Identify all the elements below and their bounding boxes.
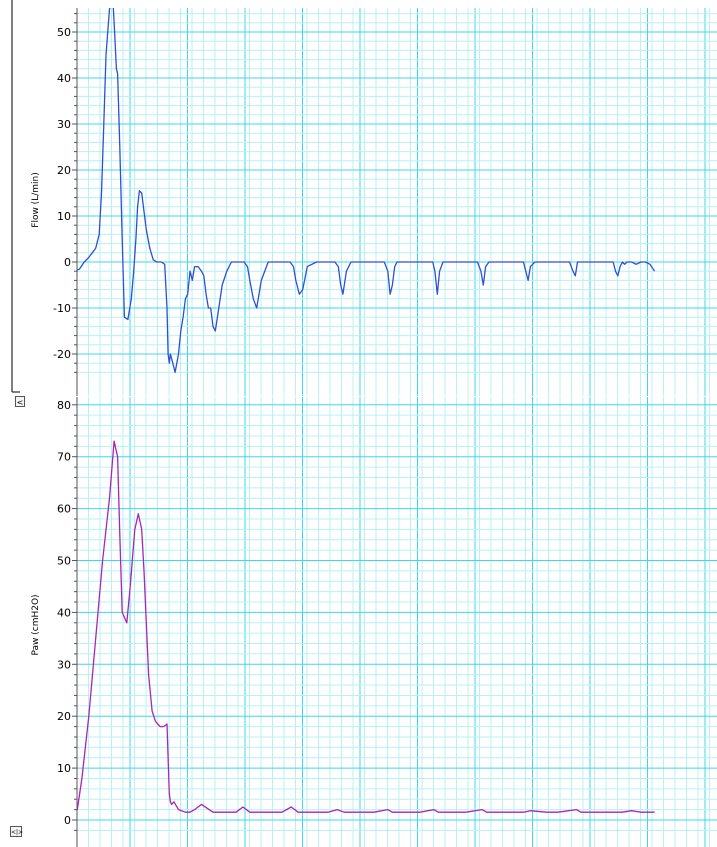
y-tick-label: 40 (57, 72, 71, 85)
collapse-bottom-panel-button[interactable]: <|> (10, 826, 23, 837)
y-tick-label: -10 (53, 302, 71, 315)
y-tick-label: 50 (57, 555, 71, 568)
y-tick-label: 50 (57, 26, 71, 39)
y-tick-label: 10 (57, 762, 71, 775)
y-axis-title: Flow (L/min) (31, 172, 41, 227)
y-tick-label: 40 (57, 606, 71, 619)
y-tick-label: -20 (53, 348, 71, 361)
y-tick-label: 20 (57, 164, 71, 177)
y-tick-label: 30 (57, 118, 71, 131)
y-tick-label: 30 (57, 658, 71, 671)
series-line-paw (77, 440, 655, 813)
series-line-flow (77, 8, 656, 374)
y-tick-label: 60 (57, 503, 71, 516)
collapse-top-panel-button[interactable]: < (15, 396, 25, 407)
y-tick-label: 0 (64, 814, 71, 827)
chart-panel-paw: 80 70 60 50 40 30 20 10 0 Paw (cmH2O) (31, 397, 717, 847)
y-tick-label: 70 (57, 451, 71, 464)
y-tick-label: 10 (57, 210, 71, 223)
y-tick-label: 0 (64, 256, 71, 269)
y-axis-title: Paw (cmH2O) (31, 594, 41, 655)
chart-panel-flow: 50 40 30 20 10 0 -10 -20 Flow (L/min) (31, 8, 717, 396)
y-tick-label: 80 (57, 399, 71, 412)
y-tick-label: 20 (57, 710, 71, 723)
